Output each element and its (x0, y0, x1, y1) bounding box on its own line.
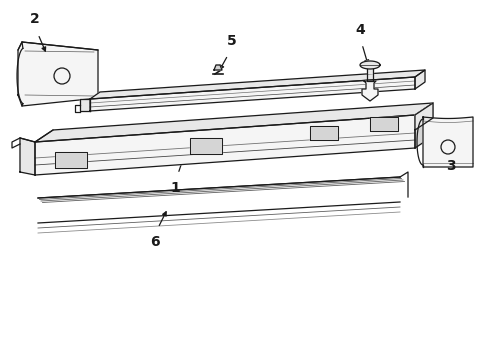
Text: 1: 1 (170, 181, 180, 195)
Polygon shape (415, 103, 433, 130)
Polygon shape (35, 103, 433, 142)
Polygon shape (367, 69, 373, 73)
Polygon shape (20, 138, 35, 175)
Polygon shape (310, 126, 338, 140)
Polygon shape (80, 99, 90, 111)
Polygon shape (370, 117, 398, 131)
Polygon shape (214, 65, 222, 70)
Polygon shape (423, 117, 473, 167)
Polygon shape (415, 70, 425, 89)
Polygon shape (55, 153, 87, 168)
Polygon shape (90, 70, 425, 99)
Polygon shape (190, 138, 222, 154)
Polygon shape (18, 42, 98, 106)
Text: 3: 3 (446, 159, 456, 173)
Polygon shape (35, 115, 415, 175)
Polygon shape (90, 77, 415, 111)
Polygon shape (415, 103, 433, 148)
Text: 2: 2 (30, 12, 40, 26)
Text: 5: 5 (227, 34, 237, 48)
Text: 4: 4 (355, 23, 365, 37)
Polygon shape (360, 61, 380, 69)
Text: 6: 6 (150, 235, 160, 249)
Polygon shape (362, 81, 378, 101)
